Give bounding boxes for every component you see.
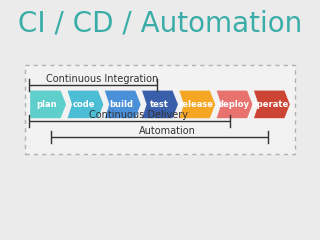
Text: operate: operate [252,100,289,109]
Text: build: build [109,100,133,109]
Text: Automation: Automation [140,126,196,136]
Text: test: test [149,100,168,109]
Polygon shape [142,91,178,118]
Polygon shape [105,91,141,118]
Polygon shape [68,91,103,118]
Text: plan: plan [37,100,57,109]
Text: release: release [179,100,214,109]
Text: Continuous Delivery: Continuous Delivery [89,110,188,120]
Text: Continuous Integration: Continuous Integration [46,74,158,84]
Text: CI / CD / Automation: CI / CD / Automation [18,10,302,38]
Polygon shape [254,91,290,118]
Text: code: code [73,100,95,109]
Polygon shape [217,91,252,118]
Polygon shape [30,91,66,118]
Text: deploy: deploy [217,100,249,109]
FancyBboxPatch shape [25,65,295,154]
Polygon shape [179,91,215,118]
